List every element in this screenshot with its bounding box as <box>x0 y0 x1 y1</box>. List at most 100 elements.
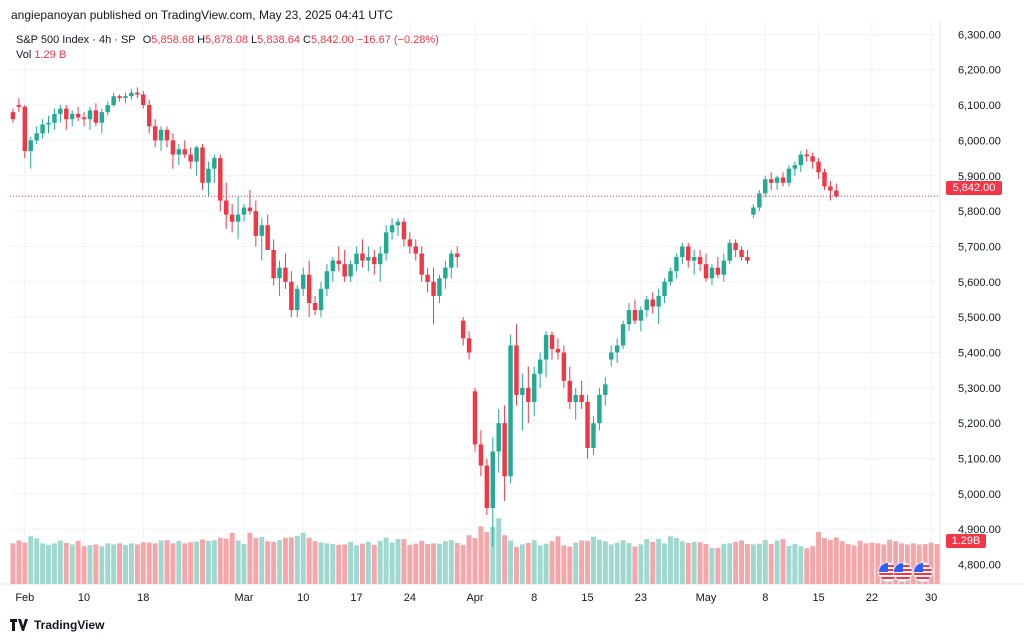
tradingview-logo-icon[interactable] <box>10 619 28 631</box>
chart-area[interactable]: 6,300.00 6,200.00 6,100.00 6,000.00 5,900.00… <box>0 22 1024 612</box>
candle-body <box>703 264 709 279</box>
volume-bar <box>265 541 271 584</box>
volume-bar <box>123 545 128 584</box>
candle-body <box>709 267 715 279</box>
candle-body <box>235 214 241 222</box>
candle-body <box>176 149 182 155</box>
candle-body <box>141 94 146 106</box>
candle-body <box>407 239 413 247</box>
candle-body <box>395 221 401 226</box>
candle-body <box>526 387 531 402</box>
candle-body <box>443 267 448 279</box>
volume-bar <box>158 540 164 584</box>
volume-bar <box>259 536 265 584</box>
us-flag-icon[interactable] <box>878 562 898 582</box>
last-price-label: 5,842.00 <box>946 181 1002 195</box>
volume-bar <box>887 539 893 584</box>
candle-body <box>330 260 336 272</box>
volume-bar <box>650 541 656 584</box>
volume-label[interactable]: Vol <box>16 49 32 61</box>
candle-body <box>733 242 738 250</box>
candle-body <box>686 246 691 261</box>
volume-bar <box>579 540 585 584</box>
volume-bar <box>205 540 211 584</box>
volume-bar <box>762 540 768 584</box>
volume-bar <box>715 547 721 584</box>
candle-body <box>460 320 466 339</box>
volume-bar <box>620 540 626 584</box>
volume-bar <box>543 543 549 584</box>
y-tick-label: 5,800.00 <box>958 206 1001 218</box>
volume-bar <box>934 544 940 584</box>
candle-body <box>620 324 626 346</box>
volume-bar <box>561 545 567 584</box>
candle-body <box>135 92 140 95</box>
candle-body <box>573 394 578 402</box>
price-chart[interactable]: 6,300.00 6,200.00 6,100.00 6,000.00 5,900.00… <box>0 22 1024 612</box>
candle-body <box>312 303 318 311</box>
volume-bar <box>721 544 727 584</box>
volume-bar <box>318 542 324 584</box>
candle-body <box>632 310 638 321</box>
x-tick-label: 15 <box>812 592 824 604</box>
candle-body <box>259 225 264 236</box>
candle-body <box>111 96 116 106</box>
volume-bar <box>99 546 105 584</box>
candle-body <box>318 288 324 311</box>
y-tick-label: 4,900.00 <box>958 524 1001 536</box>
volume-bar <box>241 544 247 584</box>
volume-bar <box>709 547 715 584</box>
volume-bar <box>34 538 40 584</box>
candle-body <box>383 232 389 254</box>
volume-bar <box>750 544 756 584</box>
candle-body <box>212 158 217 169</box>
volume-bar <box>128 543 134 584</box>
volume-bar <box>371 544 377 584</box>
x-tick-label: Apr <box>466 592 483 604</box>
last-volume-label: 1.29B <box>946 534 986 548</box>
volume-bar <box>792 544 798 584</box>
x-tick-label: 24 <box>404 592 416 604</box>
candle-body <box>757 193 762 208</box>
volume-bar <box>306 537 312 584</box>
volume-bar <box>549 541 555 584</box>
candle-body <box>277 267 282 279</box>
candle-body <box>164 129 170 141</box>
y-tick-label: 5,300.00 <box>958 383 1001 395</box>
volume-bar <box>377 540 383 584</box>
candle-body <box>537 359 543 374</box>
volume-bar <box>188 542 194 584</box>
low-value: 5,838.64 <box>257 34 300 46</box>
volume-bar <box>875 543 881 584</box>
volume-bar <box>401 539 407 584</box>
candle-body <box>99 112 105 123</box>
y-tick-label: 5,100.00 <box>958 454 1001 466</box>
candle-body <box>614 345 620 353</box>
high-label: H <box>197 34 206 46</box>
candle-body <box>348 264 353 277</box>
publisher-header: angiepanoyan published on TradingView.co… <box>11 8 394 22</box>
volume-bar <box>164 540 170 584</box>
candle-body <box>449 253 454 268</box>
candle-body <box>768 179 774 183</box>
candle-body <box>81 117 87 120</box>
volume-bar <box>466 535 472 584</box>
candle-body <box>253 211 259 236</box>
volume-bar <box>330 544 336 584</box>
volume-bar <box>16 540 22 584</box>
us-flag-icon[interactable] <box>913 562 933 582</box>
volume-bar <box>253 538 259 584</box>
volume-bar <box>442 541 448 584</box>
volume-bar <box>419 540 425 584</box>
volume-bar <box>63 542 69 584</box>
volume-bar <box>69 544 75 584</box>
volume-bar <box>478 526 484 584</box>
candle-body <box>751 207 756 215</box>
tradingview-brand[interactable]: TradingView <box>34 618 105 632</box>
volume-bar <box>668 536 673 584</box>
footer: TradingView <box>10 618 104 632</box>
us-flag-icon[interactable] <box>893 562 913 582</box>
volume-bar <box>436 543 442 584</box>
symbol-name[interactable]: S&P 500 Index · 4h · SP <box>16 34 136 46</box>
volume-bar <box>863 543 869 584</box>
